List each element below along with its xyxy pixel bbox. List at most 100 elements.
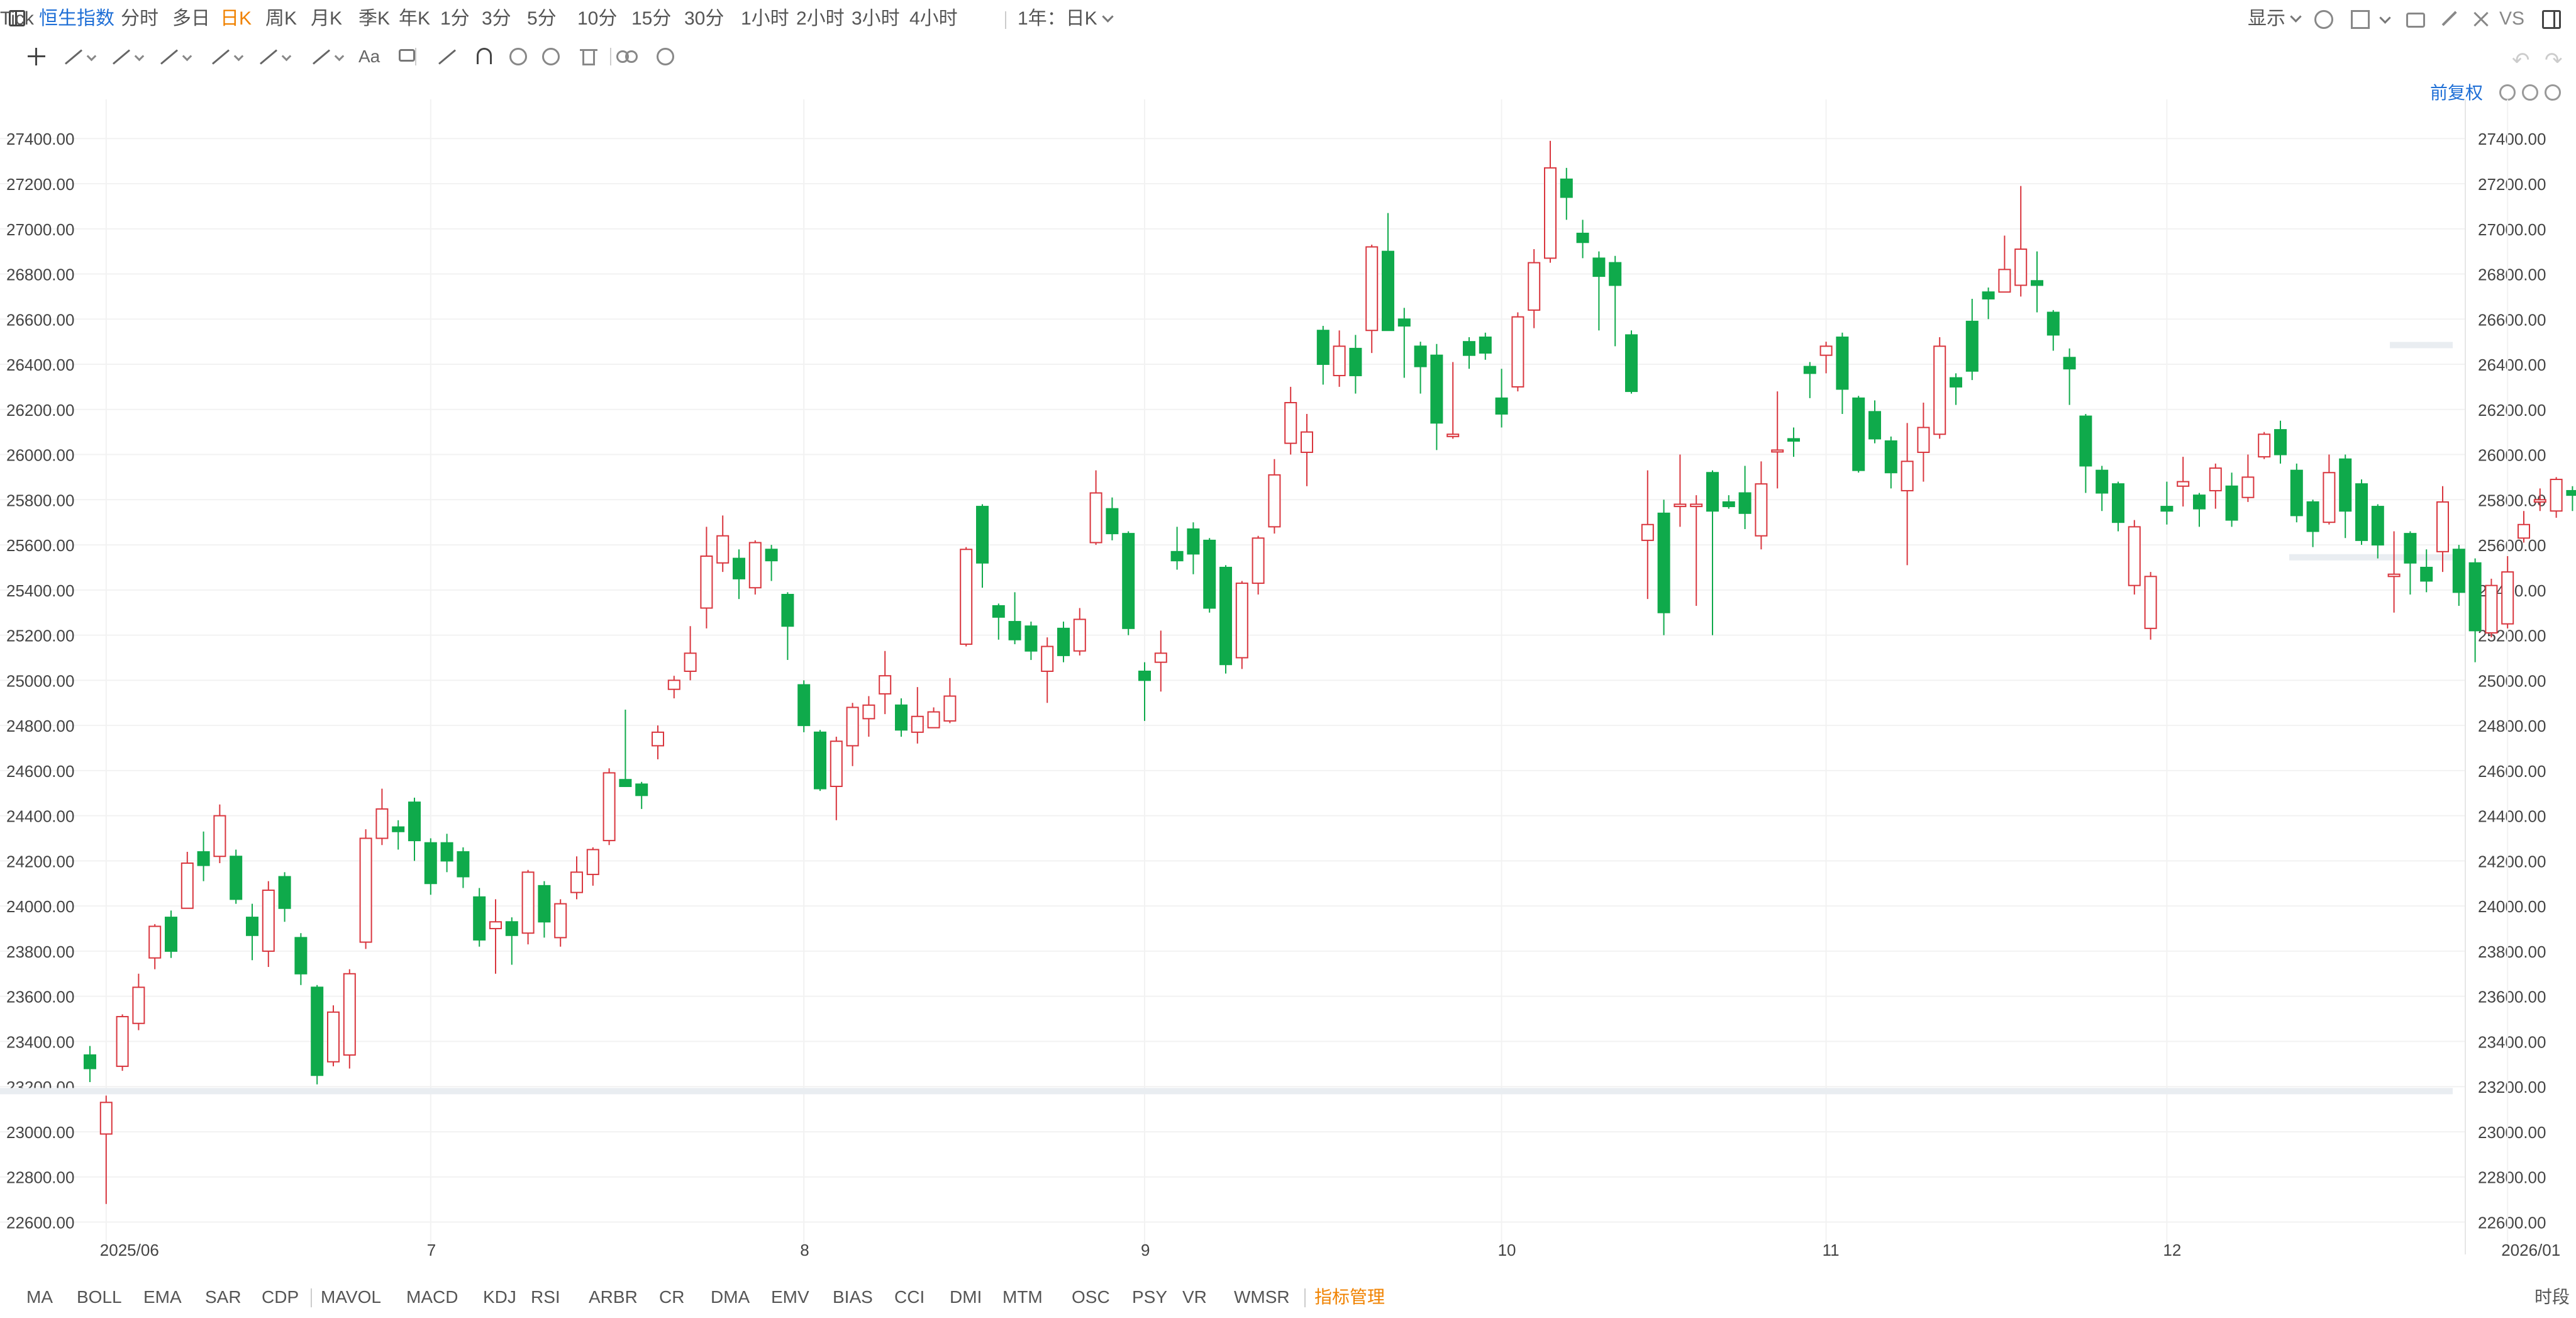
candle-body-up[interactable] — [2485, 584, 2498, 634]
text-icon[interactable]: Aa — [358, 47, 380, 66]
candle-body-down[interactable] — [2112, 483, 2124, 523]
candle-body-down[interactable] — [781, 594, 794, 627]
indicator-macd[interactable]: MACD — [406, 1287, 458, 1307]
hide-icon[interactable] — [540, 45, 562, 68]
layout-icon[interactable] — [2351, 10, 2370, 29]
candle-body-up[interactable] — [1284, 402, 1297, 444]
candle-body-up[interactable] — [700, 556, 713, 609]
candle-body-up[interactable] — [586, 849, 599, 875]
indicator-vr[interactable]: VR — [1182, 1287, 1207, 1307]
candle-body-down[interactable] — [2063, 357, 2076, 370]
candle-body-up[interactable] — [2436, 501, 2449, 552]
candle-body-down[interactable] — [1479, 336, 1492, 354]
candle-body-up[interactable] — [2128, 526, 2141, 586]
indicator-bias[interactable]: BIAS — [833, 1287, 873, 1307]
candle-body-up[interactable] — [375, 808, 389, 839]
candle-body-up[interactable] — [830, 740, 843, 787]
candle-body-down[interactable] — [84, 1054, 96, 1069]
candle-body-down[interactable] — [1576, 232, 1589, 243]
candle-body-down[interactable] — [2468, 562, 2482, 632]
candle-body-down[interactable] — [1706, 472, 1719, 512]
candle-body-up[interactable] — [521, 871, 535, 934]
candle-body-down[interactable] — [424, 842, 437, 885]
indicator-boll[interactable]: BOLL — [77, 1287, 122, 1307]
candlestick-chart[interactable]: 27400.00 27400.00 27200.00 27200.00 27000.00… — [0, 74, 2576, 1270]
candle-body-down[interactable] — [1884, 440, 1897, 474]
candle-body-down[interactable] — [165, 917, 177, 952]
candle-body-down[interactable] — [1203, 539, 1216, 609]
candle-body-down[interactable] — [246, 917, 258, 936]
candle-body-up[interactable] — [748, 542, 762, 589]
indicator-rsi[interactable]: RSI — [531, 1287, 560, 1307]
candle-body-down[interactable] — [1609, 262, 1622, 286]
chevron-down-icon[interactable] — [86, 51, 97, 62]
period-tab-12[interactable]: 30分 — [684, 8, 724, 29]
candle-body-up[interactable] — [879, 675, 892, 695]
candle-body-down[interactable] — [408, 801, 421, 842]
candle-body-down[interactable] — [1738, 492, 1752, 514]
candle-body-up[interactable] — [1755, 483, 1768, 537]
period-tab-6[interactable]: 年K — [399, 8, 431, 29]
trash-icon[interactable] — [577, 45, 600, 68]
candle-body-down[interactable] — [2566, 489, 2576, 496]
candle-body-down[interactable] — [230, 856, 243, 900]
indicator-ma[interactable]: MA — [26, 1287, 53, 1307]
candle-body-down[interactable] — [440, 842, 453, 862]
candle-body-up[interactable] — [943, 695, 957, 722]
candle-body-down[interactable] — [797, 684, 811, 727]
candle-body-up[interactable] — [960, 549, 973, 645]
redo-icon[interactable]: ↷ — [2545, 48, 2563, 72]
indicator-manage-button[interactable]: 指标管理 — [1314, 1287, 1385, 1307]
candle-body-up[interactable] — [602, 772, 616, 842]
candle-body-up[interactable] — [684, 652, 697, 673]
undo-icon[interactable]: ↶ — [2512, 48, 2530, 72]
indicator-emv[interactable]: EMV — [771, 1287, 809, 1307]
sidebar-toggle-icon[interactable] — [9, 10, 25, 26]
settings-icon[interactable] — [654, 45, 677, 68]
candle-body-up[interactable] — [1544, 167, 1557, 259]
chevron-down-icon[interactable] — [334, 51, 345, 62]
candle-body-down[interactable] — [1657, 512, 1670, 613]
candle-body-down[interactable] — [992, 605, 1005, 618]
candle-body-down[interactable] — [1625, 334, 1638, 393]
settings-icon[interactable] — [2314, 10, 2333, 29]
candle-body-up[interactable] — [1446, 433, 1460, 437]
candle-body-down[interactable] — [457, 851, 470, 878]
indicator-dma[interactable]: DMA — [711, 1287, 750, 1307]
candle-body-up[interactable] — [148, 925, 162, 959]
candle-body-up[interactable] — [2258, 433, 2271, 458]
candle-body-up[interactable] — [1041, 645, 1054, 672]
candle-body-down[interactable] — [1430, 354, 1443, 424]
candle-body-up[interactable] — [1154, 652, 1167, 663]
candle-body-down[interactable] — [2031, 280, 2043, 286]
chevron-down-icon[interactable] — [233, 51, 244, 62]
indicator-dmi[interactable]: DMI — [950, 1287, 982, 1307]
arrow-icon[interactable] — [311, 45, 333, 68]
indicator-ema[interactable]: EMA — [143, 1287, 182, 1307]
candle-body-up[interactable] — [262, 890, 275, 952]
candle-body-up[interactable] — [1235, 583, 1248, 659]
candle-body-up[interactable] — [1674, 503, 1687, 508]
candle-body-down[interactable] — [1219, 566, 1232, 666]
candle-body-down[interactable] — [1495, 397, 1508, 415]
indicator-mavol[interactable]: MAVOL — [321, 1287, 381, 1307]
period-tab-4[interactable]: 月K — [311, 8, 343, 29]
candle-body-down[interactable] — [473, 896, 486, 941]
period-tab-3[interactable]: 周K — [265, 8, 297, 29]
candle-body-up[interactable] — [911, 715, 924, 733]
candle-body-up[interactable] — [132, 986, 145, 1024]
candle-body-down[interactable] — [1397, 318, 1411, 327]
indicator-kdj[interactable]: KDJ — [483, 1287, 516, 1307]
candle-body-down[interactable] — [197, 851, 210, 866]
candle-body-down[interactable] — [1170, 550, 1184, 562]
candle-body-down[interactable] — [1008, 621, 1021, 640]
period-tab-0[interactable]: 分时 — [121, 8, 158, 29]
candle-body-up[interactable] — [1998, 269, 2011, 293]
index-name[interactable]: 恒生指数 — [39, 8, 114, 29]
candle-body-down[interactable] — [1982, 291, 1995, 299]
candle-body-up[interactable] — [2501, 571, 2514, 625]
candle-body-up[interactable] — [2323, 472, 2336, 523]
candle-body-down[interactable] — [765, 549, 778, 562]
eraser-angle-icon[interactable] — [436, 45, 459, 68]
indicator-arbr[interactable]: ARBR — [589, 1287, 638, 1307]
